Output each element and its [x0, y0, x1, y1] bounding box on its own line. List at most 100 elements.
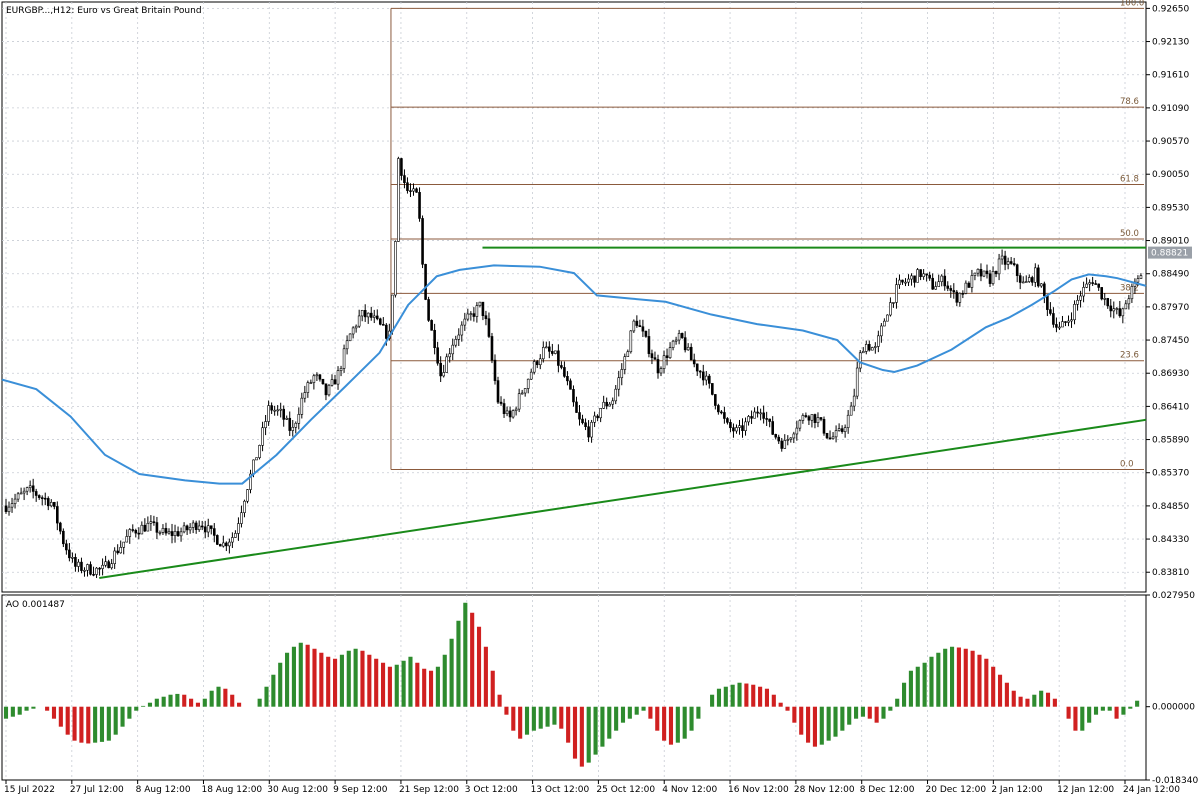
price-tick-label: 0.84850 [1152, 502, 1189, 512]
candle-body [735, 427, 738, 432]
ao-axis: 0.027950 0.000000 -0.018340 [1146, 591, 1198, 786]
candle-body [554, 350, 557, 354]
ao-grid [5, 595, 1126, 780]
trendlines[interactable] [99, 246, 1147, 579]
candle-body [312, 375, 316, 383]
candle-body [125, 536, 129, 543]
candle-body [928, 274, 931, 279]
candle-body [541, 347, 545, 360]
candle-body [439, 362, 442, 377]
candle-body [1094, 283, 1097, 285]
candle-body [973, 272, 977, 276]
candle-body [864, 344, 868, 352]
candle-body [188, 527, 192, 531]
candle-body [484, 315, 488, 320]
candle-body [487, 318, 491, 337]
candle-body [394, 241, 397, 296]
candle-body [348, 333, 352, 342]
candle-body [291, 426, 295, 431]
candle-body [934, 286, 937, 290]
candle-body [1018, 275, 1022, 283]
candle-body [28, 485, 32, 488]
candle-body [1000, 255, 1004, 260]
candle-body [406, 182, 409, 191]
candle-body [34, 491, 38, 496]
candle-body [382, 324, 385, 326]
candle-body [991, 271, 995, 284]
candle-body [385, 324, 388, 339]
candle-body [403, 175, 406, 184]
candle-body [602, 401, 605, 409]
candle-body [59, 522, 62, 532]
candle-body [692, 359, 696, 365]
candle-body [276, 409, 279, 412]
candle-body [113, 550, 116, 564]
candle-body [557, 350, 560, 366]
candle-body [391, 294, 394, 332]
candle-body [143, 524, 147, 532]
candle-body [1076, 299, 1079, 305]
candle-body [614, 388, 618, 402]
candle-body [122, 541, 126, 548]
candle-body [910, 275, 913, 280]
candle-body [901, 279, 904, 283]
candle-body [427, 299, 430, 321]
candle-body [206, 525, 210, 533]
candle-body [880, 325, 883, 337]
candle-body [807, 416, 811, 421]
candle-body [883, 320, 886, 327]
fib-level-label: 78.6 [1120, 97, 1139, 107]
candle-body [1130, 286, 1134, 300]
fibonacci-retracement[interactable]: 100.0 78.6 61.8 50.0 38.2 23.6 0.0 [390, 0, 1144, 471]
candle-body [801, 415, 805, 421]
candle-body [698, 370, 702, 373]
candle-body [306, 382, 310, 393]
candle-body [4, 505, 8, 512]
candle-body [569, 380, 572, 390]
candle-body [825, 432, 829, 439]
candle-body [798, 420, 802, 429]
candle-body [575, 401, 578, 413]
candle-body [792, 433, 796, 439]
rising-support-trendline[interactable] [99, 418, 1147, 579]
candle-body [1127, 298, 1131, 305]
candle-body [994, 271, 998, 275]
candle-body [701, 371, 705, 381]
candle-body [267, 405, 270, 422]
candle-body [7, 506, 11, 512]
candle-body [714, 394, 717, 406]
candle-body [451, 344, 455, 355]
price-pane[interactable]: 100.0 78.6 61.8 50.0 38.2 23.6 0.0 EURGBP...,H… [1, 0, 1147, 593]
candle-body [1055, 324, 1058, 328]
ao-indicator-pane[interactable]: AO 0.001487 [1, 594, 1147, 781]
candle-body [617, 377, 621, 390]
candle-body [152, 521, 156, 523]
candle-body [738, 425, 741, 428]
candle-body [315, 374, 319, 377]
candle-body [240, 512, 243, 524]
candle-body [336, 370, 340, 385]
candle-body [397, 158, 400, 242]
candle-body [22, 490, 26, 494]
candle-body [200, 525, 204, 528]
time-tick-label: 12 Jan 12:00 [1057, 785, 1114, 795]
candle-body [457, 334, 461, 340]
candle-body [1052, 313, 1055, 325]
candle-body [985, 270, 989, 275]
candle-body [756, 411, 759, 414]
candle-body [520, 392, 524, 395]
candle-body [768, 418, 771, 422]
candle-body [86, 564, 89, 571]
candle-body [228, 541, 231, 547]
candle-body [237, 523, 240, 534]
candle-body [581, 418, 584, 424]
candle-body [65, 543, 68, 551]
candle-body [1043, 283, 1046, 297]
candle-body [704, 375, 708, 381]
candle-body [641, 326, 645, 332]
candle-body [786, 439, 790, 441]
candle-body [925, 273, 928, 276]
candle-body [720, 411, 723, 414]
fib-level-label: 23.6 [1120, 351, 1139, 361]
